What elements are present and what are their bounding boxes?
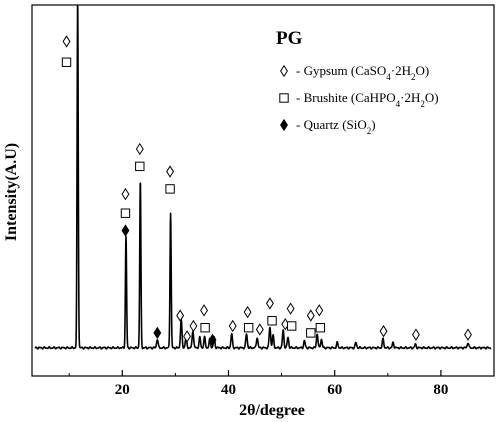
gypsum-marker bbox=[306, 309, 315, 322]
gypsum-marker bbox=[183, 330, 192, 343]
gypsum-marker bbox=[135, 142, 144, 156]
y-axis-label: Intensity(A.U) bbox=[3, 143, 20, 241]
gypsum-marker bbox=[255, 323, 264, 336]
legend-brushite-marker bbox=[279, 93, 289, 103]
brushite-marker bbox=[61, 57, 72, 67]
gypsum-marker bbox=[200, 304, 209, 317]
brushite-marker bbox=[200, 323, 210, 333]
brushite-marker bbox=[165, 184, 175, 194]
brushite-marker bbox=[135, 161, 145, 172]
gypsum-marker bbox=[62, 35, 71, 48]
x-tick-label: 80 bbox=[433, 382, 448, 398]
legend: - Gypsum (CaSO4·2H2O) - Brushite (CaHPO4·… bbox=[279, 63, 439, 136]
spectrum-layer bbox=[34, 5, 492, 350]
gypsum-marker bbox=[315, 304, 324, 317]
legend-entry-label: - Quartz (SiO2) bbox=[296, 117, 376, 136]
brushite-marker bbox=[306, 328, 316, 338]
gypsum-marker bbox=[411, 328, 420, 341]
x-tick-label: 20 bbox=[115, 382, 130, 398]
x-axis-ticks: 20 40 60 80 bbox=[68, 370, 448, 398]
gypsum-marker bbox=[228, 319, 237, 333]
gypsum-marker bbox=[379, 325, 388, 338]
gypsum-marker bbox=[121, 187, 130, 201]
chart-title: PG bbox=[276, 28, 303, 49]
x-tick-label: 40 bbox=[221, 382, 236, 398]
plot-border bbox=[31, 4, 495, 377]
brushite-marker bbox=[120, 208, 131, 218]
brushite-marker bbox=[267, 316, 277, 326]
xrd-pattern-line bbox=[34, 5, 492, 350]
legend-entry-label: - Brushite (CaHPO4·2H2O) bbox=[296, 90, 439, 109]
gypsum-marker bbox=[166, 165, 175, 178]
brushite-marker bbox=[315, 323, 326, 333]
gypsum-marker bbox=[189, 319, 198, 333]
plot-frame bbox=[31, 4, 495, 377]
gypsum-marker bbox=[176, 309, 185, 322]
brushite-marker bbox=[243, 323, 254, 333]
quartz-marker bbox=[208, 333, 217, 347]
legend-entry-label: - Gypsum (CaSO4·2H2O) bbox=[296, 63, 429, 82]
phase-markers bbox=[61, 35, 472, 347]
quartz-marker bbox=[153, 326, 162, 340]
gypsum-marker bbox=[243, 305, 252, 319]
gypsum-marker bbox=[464, 328, 472, 341]
x-axis-label: 2θ/degree bbox=[239, 402, 305, 419]
legend-gypsum-marker bbox=[280, 64, 288, 78]
gypsum-marker bbox=[286, 302, 295, 315]
x-tick-label: 60 bbox=[327, 382, 342, 398]
brushite-marker bbox=[286, 321, 297, 331]
quartz-marker bbox=[121, 224, 130, 237]
legend-quartz-marker bbox=[280, 118, 288, 132]
gypsum-marker bbox=[265, 297, 274, 310]
